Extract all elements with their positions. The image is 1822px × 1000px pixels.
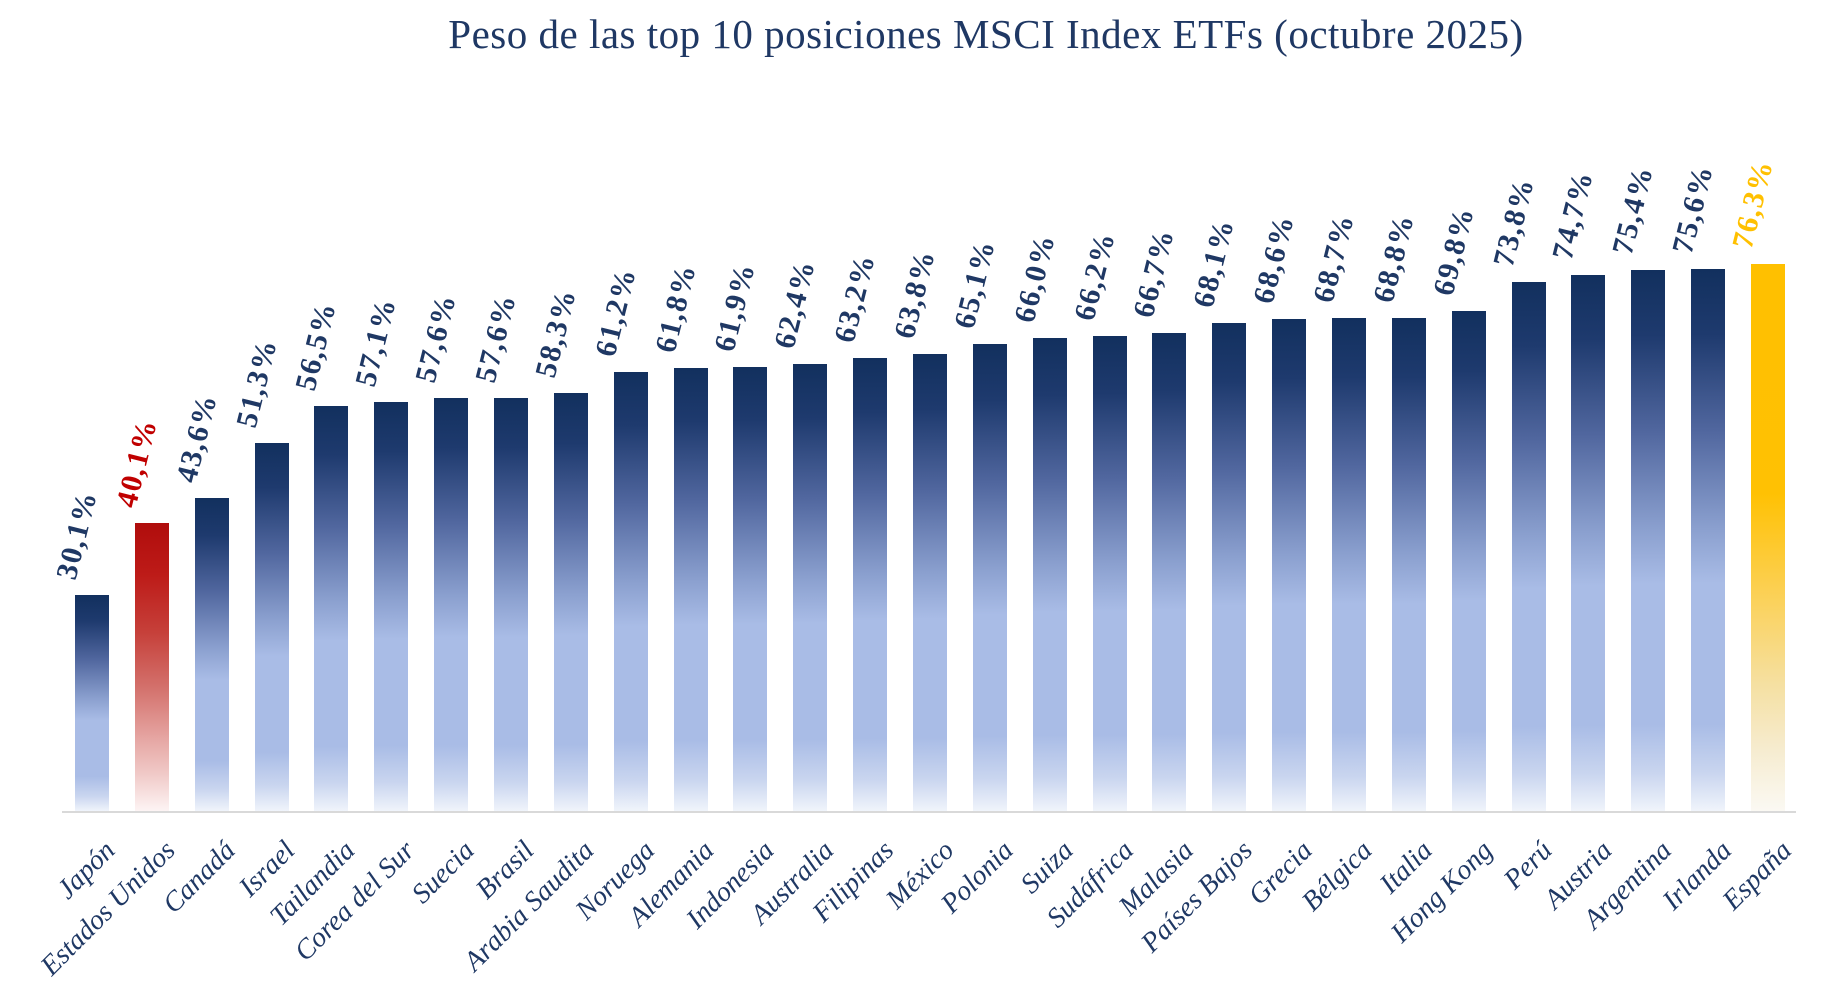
bar-column: 68,6% Grecia: [1243, 0, 1319, 1000]
bar-navy: [493, 398, 528, 811]
bar-column: 68,1% Países Bajos: [1136, 0, 1260, 1000]
bar-red: [134, 523, 169, 811]
bar-column: 75,6% Irlanda: [1657, 0, 1738, 1000]
bar-navy: [254, 443, 289, 811]
bar-column: 65,1% Polonia: [935, 0, 1020, 1000]
bar-navy: [1272, 319, 1307, 811]
bar-navy: [1212, 323, 1247, 811]
bar-navy: [1451, 311, 1486, 811]
bar-column: 74,7% Austria: [1538, 0, 1618, 1000]
bar-navy: [434, 398, 469, 811]
bar-navy: [553, 393, 588, 811]
bar-navy: [912, 354, 947, 811]
plot-area: 30,1% Japón 40,1% Estados Unidos 43,6% Canadá…: [35, 0, 1798, 1000]
bar-navy: [314, 406, 349, 811]
bar-column: 63,8% México: [880, 0, 960, 1000]
bar-navy: [613, 372, 648, 811]
bar-navy: [673, 368, 708, 811]
bar-column: 58,3% Arabia Saudita: [458, 0, 601, 1000]
bar-column: 63,2% Filipinas: [807, 0, 900, 1000]
bar-column: 66,2% Sudáfrica: [1041, 0, 1140, 1000]
bar-column: 75,4% Argentina: [1578, 0, 1678, 1000]
bar-column: 56,5% Tailandia: [264, 0, 361, 1000]
bar-column: 69,8% Hong Kong: [1385, 0, 1499, 1000]
bar-navy: [1691, 269, 1726, 811]
bar-navy: [1032, 338, 1067, 811]
bar-column: 73,8% Perú: [1487, 0, 1559, 1000]
bar-column: 61,9% Indonesia: [680, 0, 780, 1000]
bar-column: 57,6% Brasil: [469, 0, 541, 1000]
bar-navy: [793, 364, 828, 811]
bar-navy: [853, 358, 888, 811]
bar-navy: [1511, 282, 1546, 811]
bar-column: 68,8% Italia: [1367, 0, 1439, 1000]
bar-navy: [1571, 275, 1606, 811]
bar-column: 57,1% Corea del Sur: [289, 0, 421, 1000]
x-axis-line: [62, 811, 1796, 813]
bar-column: 76,3% España: [1717, 0, 1798, 1000]
bar-column: 30,1% Japón: [50, 0, 122, 1000]
bar-column: 61,2% Noruega: [569, 0, 661, 1000]
bar-column: 61,8% Alemania: [623, 0, 721, 1000]
bar-column: 40,1% Estados Unidos: [35, 0, 182, 1000]
bar-column: 68,7% Bélgica: [1296, 0, 1379, 1000]
chart-title: Peso de las top 10 posiciones MSCI Index…: [448, 11, 1524, 57]
bar-columns-container: 30,1% Japón 40,1% Estados Unidos 43,6% Canadá…: [35, 0, 1798, 1000]
bar-navy: [733, 367, 768, 811]
bar-navy: [374, 402, 409, 811]
bar-navy: [1631, 270, 1666, 811]
bar-column: 66,7% Malasia: [1112, 0, 1199, 1000]
bar-column: 57,6% Suecia: [406, 0, 481, 1000]
bar-navy: [1092, 336, 1127, 811]
bar-column: 51,3% Israel: [230, 0, 302, 1000]
bar-gold: [1750, 264, 1785, 811]
bar-navy: [1152, 333, 1187, 811]
bar-navy: [74, 595, 109, 811]
bar-navy: [194, 498, 229, 811]
bar-navy: [1391, 318, 1426, 811]
bar-column: 43,6% Canadá: [157, 0, 242, 1000]
bar-column: 62,4% Australia: [745, 0, 841, 1000]
bar-navy: [1331, 318, 1366, 811]
bar-navy: [972, 344, 1007, 811]
bar-column: 66,0% Suiza: [1008, 0, 1080, 1000]
bar-value-text: 30,1%: [49, 487, 104, 583]
